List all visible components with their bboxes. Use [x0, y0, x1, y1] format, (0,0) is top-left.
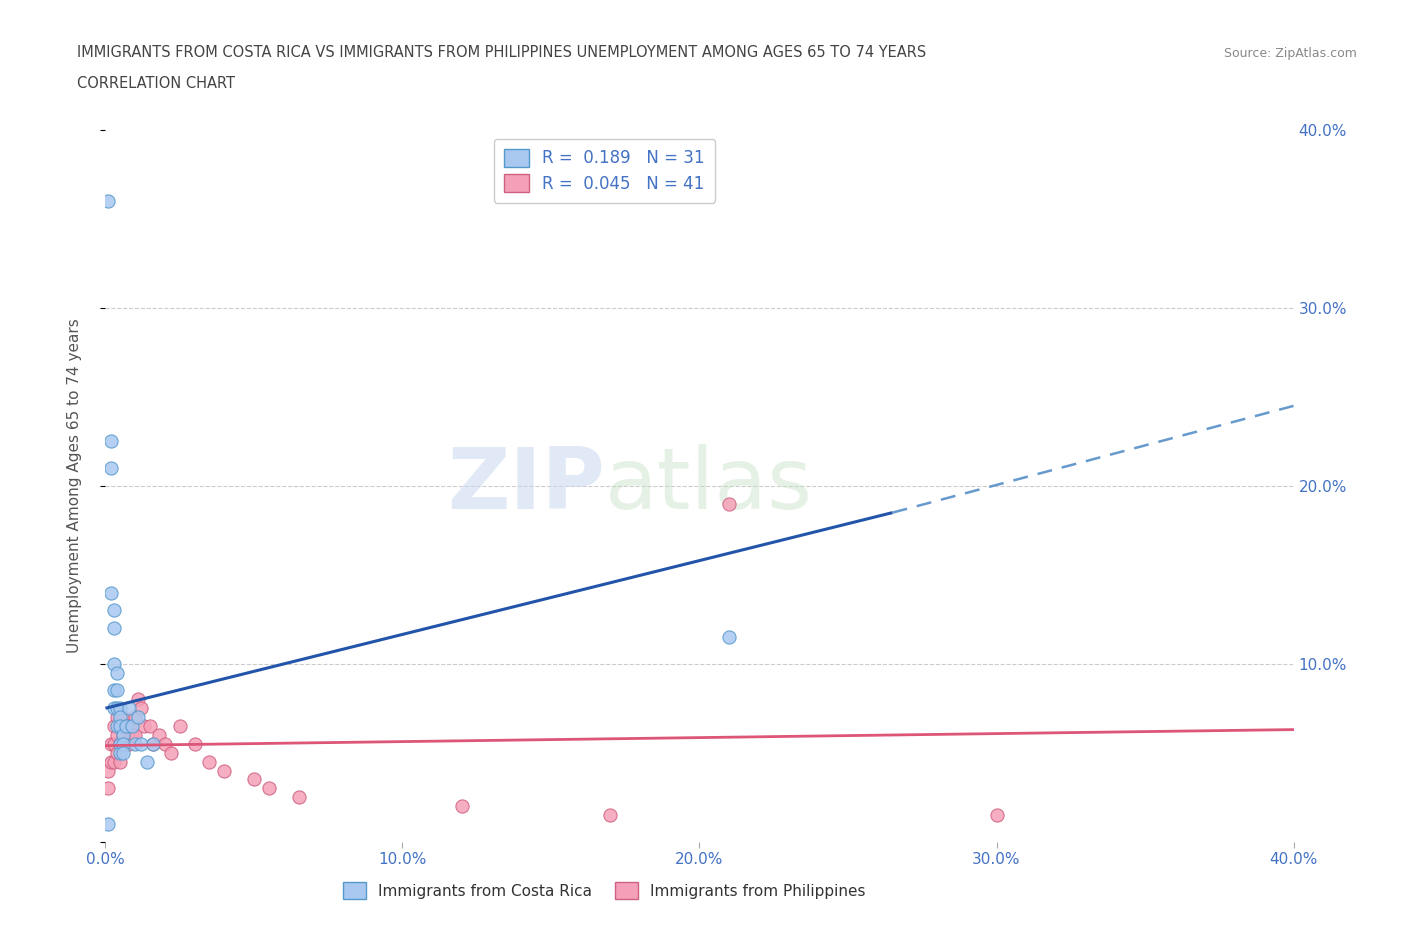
Point: [105, 710, 128, 724]
Point: [136, 754, 159, 769]
Point: [159, 745, 181, 760]
Point: [121, 727, 143, 742]
Point: [124, 727, 146, 742]
Point: [718, 497, 741, 512]
Point: [105, 701, 128, 716]
Point: [599, 807, 621, 822]
Point: [124, 710, 146, 724]
Point: [127, 692, 149, 707]
Point: [142, 737, 165, 751]
Point: [100, 460, 122, 475]
Point: [129, 737, 152, 751]
Point: [121, 719, 143, 734]
Point: [450, 799, 472, 814]
Point: [103, 701, 125, 716]
Point: [112, 737, 135, 751]
Point: [105, 665, 128, 680]
Point: [97, 194, 120, 209]
Point: [100, 434, 122, 449]
Point: [105, 683, 128, 698]
Point: [243, 772, 266, 787]
Point: [105, 719, 128, 734]
Point: [169, 719, 191, 734]
Point: [97, 763, 120, 777]
Point: [97, 817, 120, 831]
Point: [198, 754, 221, 769]
Point: [103, 683, 125, 698]
Point: [718, 630, 741, 644]
Point: [115, 719, 138, 734]
Point: [97, 781, 120, 796]
Text: Source: ZipAtlas.com: Source: ZipAtlas.com: [1223, 47, 1357, 60]
Point: [112, 710, 135, 724]
Point: [103, 621, 125, 636]
Point: [142, 737, 165, 751]
Point: [110, 719, 132, 734]
Point: [110, 745, 132, 760]
Point: [986, 807, 1008, 822]
Text: CORRELATION CHART: CORRELATION CHART: [77, 76, 235, 91]
Point: [100, 737, 122, 751]
Point: [110, 737, 132, 751]
Point: [139, 719, 162, 734]
Y-axis label: Unemployment Among Ages 65 to 74 years: Unemployment Among Ages 65 to 74 years: [67, 319, 82, 653]
Point: [110, 754, 132, 769]
Point: [100, 585, 122, 600]
Point: [112, 727, 135, 742]
Point: [129, 701, 152, 716]
Point: [287, 790, 309, 804]
Point: [132, 719, 155, 734]
Point: [105, 727, 128, 742]
Point: [103, 754, 125, 769]
Point: [115, 737, 138, 751]
Point: [183, 737, 205, 751]
Point: [110, 710, 132, 724]
Legend: Immigrants from Costa Rica, Immigrants from Philippines: Immigrants from Costa Rica, Immigrants f…: [337, 876, 872, 905]
Point: [153, 737, 176, 751]
Point: [148, 727, 170, 742]
Point: [214, 763, 236, 777]
Point: [105, 745, 128, 760]
Point: [118, 737, 141, 751]
Point: [257, 781, 280, 796]
Point: [103, 719, 125, 734]
Point: [115, 719, 138, 734]
Point: [110, 737, 132, 751]
Point: [118, 719, 141, 734]
Point: [110, 719, 132, 734]
Text: atlas: atlas: [605, 445, 813, 527]
Point: [127, 710, 149, 724]
Point: [110, 701, 132, 716]
Point: [103, 603, 125, 618]
Point: [112, 727, 135, 742]
Text: IMMIGRANTS FROM COSTA RICA VS IMMIGRANTS FROM PHILIPPINES UNEMPLOYMENT AMONG AGE: IMMIGRANTS FROM COSTA RICA VS IMMIGRANTS…: [77, 46, 927, 60]
Point: [118, 701, 141, 716]
Point: [103, 737, 125, 751]
Text: ZIP: ZIP: [447, 445, 605, 527]
Point: [103, 657, 125, 671]
Point: [124, 737, 146, 751]
Point: [112, 745, 135, 760]
Point: [100, 754, 122, 769]
